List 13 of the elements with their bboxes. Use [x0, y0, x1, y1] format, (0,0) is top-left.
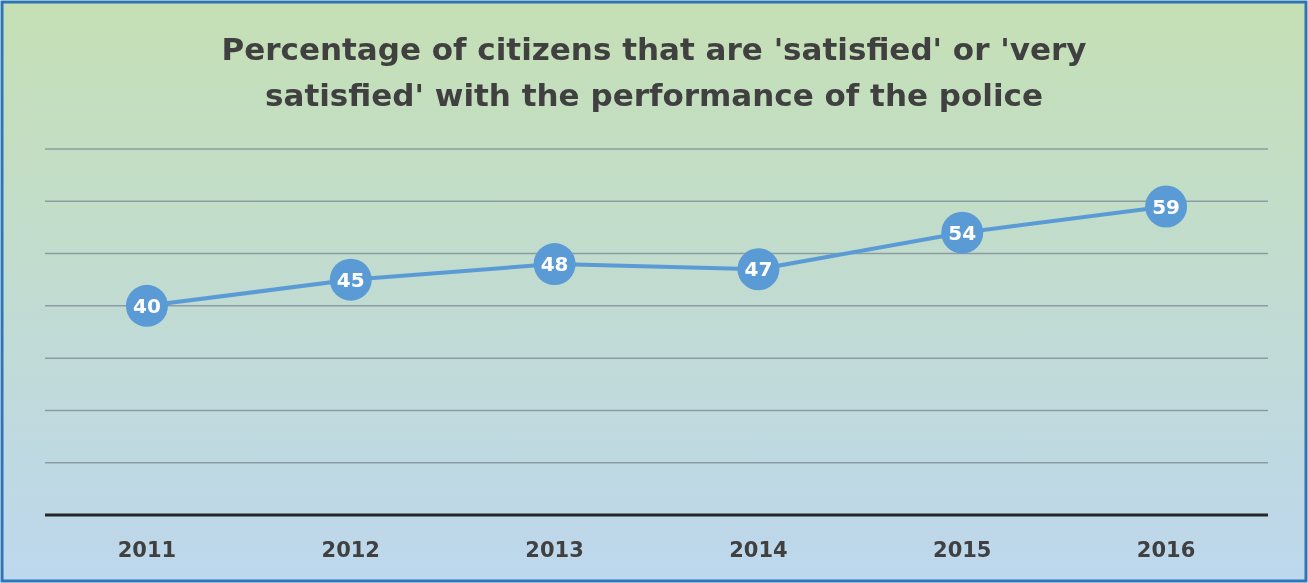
x-tick-label: 2013	[525, 538, 584, 562]
data-label: 48	[540, 252, 569, 277]
x-tick-label: 2011	[117, 538, 177, 562]
data-label: 40	[132, 293, 161, 318]
data-label: 45	[336, 267, 365, 292]
chart-title: Percentage of citizens that are 'satisfied' or 'very satisfied' with the performance of the police	[221, 31, 1087, 113]
data-label: 59	[1152, 194, 1181, 219]
data-label: 54	[948, 220, 977, 245]
x-tick-label: 2016	[1136, 538, 1196, 562]
x-tick-label: 2012	[321, 538, 380, 562]
x-tick-label: 2014	[729, 538, 788, 562]
data-label: 47	[744, 257, 773, 282]
x-tick-label: 2015	[933, 538, 992, 562]
